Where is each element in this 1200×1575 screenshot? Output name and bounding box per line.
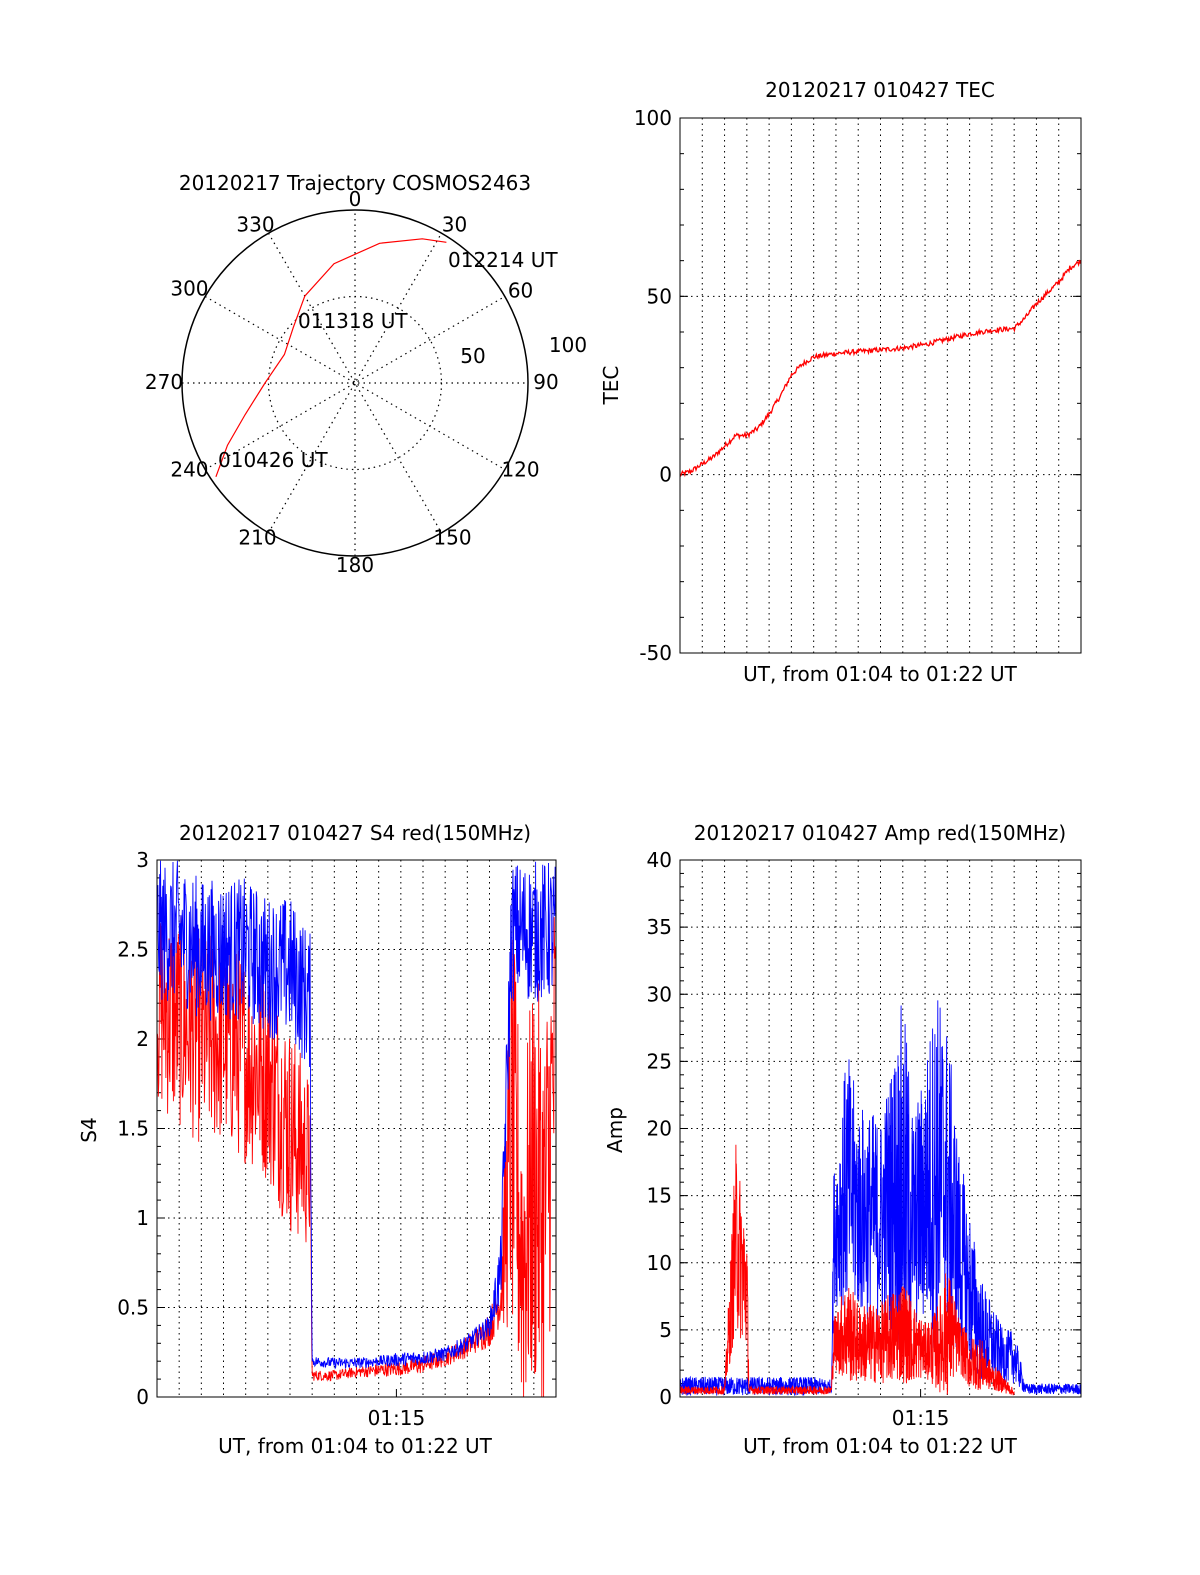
s4-ytick-label-2: 1: [136, 1206, 149, 1230]
amp-x-label: UT, from 01:04 to 01:22 UT: [743, 1434, 1018, 1458]
polar-azimuth-label-240: 240: [170, 458, 208, 482]
s4-ytick-label-5: 2.5: [117, 938, 149, 962]
s4-series: [156, 860, 557, 1398]
tec-ytick-label-0: -50: [639, 641, 672, 665]
amp-ytick-label-0: 0: [659, 1385, 672, 1409]
tec-ytick-label-3: 100: [634, 106, 672, 130]
tec-ytick-label-1: 0: [659, 463, 672, 487]
trajectory-time-start: 010426 UT: [218, 448, 328, 472]
amp-y-label: Amp: [603, 1107, 627, 1153]
amp-ytick-label-6: 30: [647, 982, 672, 1006]
tec-x-label: UT, from 01:04 to 01:22 UT: [743, 662, 1018, 686]
amp-ytick-label-1: 5: [659, 1318, 672, 1342]
polar-azimuth-label-300: 300: [170, 277, 208, 301]
polar-azimuth-label-0: 0: [349, 187, 362, 211]
s4-x-label: UT, from 01:04 to 01:22 UT: [218, 1434, 493, 1458]
s4-y-ticks: 0 0.5 1 1.5 2 2.5 3: [117, 848, 556, 1409]
s4-ytick-label-3: 1.5: [117, 1117, 149, 1141]
amp-y-ticks: 0 5 10 15 20 25 30 35 40: [647, 848, 1081, 1409]
amp-series: [679, 1000, 1082, 1396]
red-amp-series-line: [679, 1144, 1015, 1396]
ring-label-100: 100: [549, 333, 587, 357]
polar-azimuth-label-270: 270: [145, 370, 183, 394]
amp-xtick-label-0: 01:15: [892, 1406, 950, 1430]
amp-ytick-label-3: 15: [647, 1184, 672, 1208]
polar-azimuth-label-60: 60: [508, 279, 533, 303]
trajectory-title: 20120217 Trajectory COSMOS2463: [179, 171, 531, 195]
polar-azimuth-label-210: 210: [238, 526, 276, 550]
tec-plot-frame: [679, 117, 1082, 654]
amp-ytick-label-8: 40: [647, 848, 672, 872]
s4-panel: 20120217 010427 S4 red(150MHz) 0 0.5 1 1.5 2…: [77, 821, 557, 1458]
amp-title: 20120217 010427 Amp red(150MHz): [694, 821, 1066, 845]
polar-azimuth-label-120: 120: [501, 458, 539, 482]
s4-x-ticks: 01:15: [368, 1389, 426, 1430]
s4-y-label: S4: [77, 1117, 101, 1142]
trajectory-time-mid: 011318 UT: [298, 309, 408, 333]
s4-xtick-label-0: 01:15: [368, 1406, 426, 1430]
s4-ytick-label-1: 0.5: [117, 1296, 149, 1320]
ring-label-50: 50: [460, 344, 485, 368]
amp-x-ticks: 01:15: [892, 1389, 950, 1430]
s4-title: 20120217 010427 S4 red(150MHz): [179, 821, 531, 845]
blue-s4-series-line: [156, 860, 557, 1370]
blue-amp-series-line: [679, 1000, 1082, 1396]
polar-azimuth-label-150: 150: [433, 526, 471, 550]
amp-ytick-label-2: 10: [647, 1251, 672, 1275]
tec-y-label: TEC: [599, 366, 623, 406]
amp-ytick-label-5: 25: [647, 1049, 672, 1073]
amp-plot-frame: [679, 859, 1082, 1398]
amp-ytick-label-4: 20: [647, 1117, 672, 1141]
polar-azimuth-label-90: 90: [533, 370, 558, 394]
trajectory-line: [215, 238, 447, 478]
polar-azimuth-labels: 0 30 60 90 120 150 180 210 240 270 300 330: [145, 187, 559, 577]
s4-ytick-label-0: 0: [136, 1385, 149, 1409]
tec-gridlines: [680, 118, 1081, 653]
s4-ytick-label-6: 3: [136, 848, 149, 872]
amp-ytick-label-7: 35: [647, 915, 672, 939]
polar-grid: [181, 209, 529, 557]
tec-panel: 20120217 010427 TEC -50 0 50 100 UT, from 0…: [599, 78, 1082, 686]
s4-ytick-label-4: 2: [136, 1027, 149, 1051]
tec-series-line: [679, 259, 1082, 478]
polar-azimuth-label-30: 30: [442, 212, 467, 236]
tec-title: 20120217 010427 TEC: [765, 78, 995, 102]
amp-gridlines: [680, 860, 1081, 1397]
trajectory-panel: 20120217 Trajectory COSMOS2463 0 30 60 90 12…: [145, 171, 587, 577]
trajectory-time-end: 012214 UT: [448, 248, 558, 272]
tec-ytick-label-2: 50: [647, 284, 672, 308]
s4-plot-frame: [156, 859, 557, 1398]
polar-azimuth-label-330: 330: [236, 212, 274, 236]
polar-azimuth-label-180: 180: [336, 553, 374, 577]
amp-panel: 20120217 010427 Amp red(150MHz) 0 5 10 15 20…: [603, 821, 1082, 1458]
